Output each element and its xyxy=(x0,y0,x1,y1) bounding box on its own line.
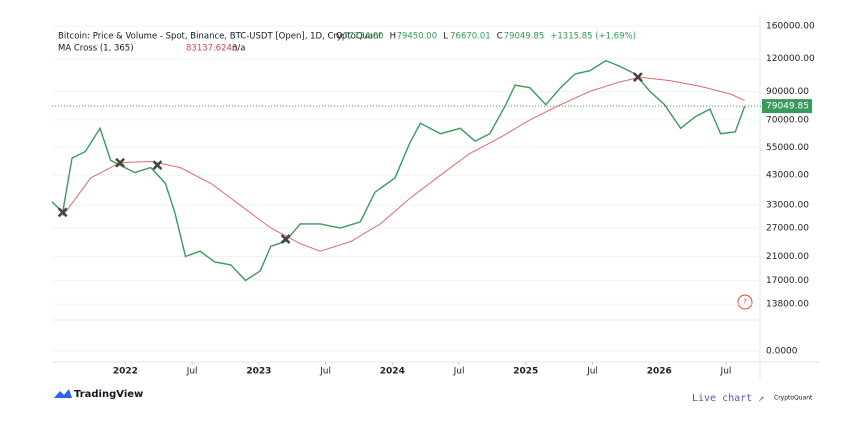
series-line xyxy=(62,76,745,252)
ohlc-value: 79049.85 xyxy=(504,32,545,42)
x-tick-label: 2025 xyxy=(513,367,538,377)
y-tick-label: 43000.00 xyxy=(766,171,809,181)
x-tick-label: 2022 xyxy=(113,367,138,377)
live-chart-link[interactable]: Live chart ↗ xyxy=(692,393,764,404)
ohlc-value: 76670.01 xyxy=(450,32,491,42)
indicator-value: 83137.6243 xyxy=(186,44,237,54)
x-tick-label: 2024 xyxy=(380,367,405,377)
tradingview-logo[interactable]: TradingView xyxy=(54,389,143,400)
chart-title: Bitcoin: Price & Volume - Spot, Binance,… xyxy=(58,32,383,42)
x-tick-label: 2023 xyxy=(246,367,271,377)
ohlc-key: H xyxy=(390,32,396,42)
x-tick-label: Jul xyxy=(453,367,465,377)
x-tick-label: Jul xyxy=(186,367,198,377)
ohlc-key: L xyxy=(443,32,448,42)
last-price-box xyxy=(762,99,812,114)
ma-cross-marker xyxy=(57,207,68,218)
y-tick-label: 55000.00 xyxy=(766,143,809,153)
x-tick-label: Jul xyxy=(586,367,598,377)
y-tick-label: 21000.00 xyxy=(766,252,809,262)
y-tick-label: 120000.00 xyxy=(766,54,815,64)
ma-cross-marker xyxy=(280,234,291,244)
ohlc-key: O xyxy=(336,32,343,42)
x-tick-label: Jul xyxy=(319,367,331,377)
indicator-extra: n/a xyxy=(232,44,245,54)
indicator-name: MA Cross (1, 365) xyxy=(58,44,134,54)
logo-icon xyxy=(54,389,72,398)
y-tick-label: 13800.00 xyxy=(766,300,809,310)
volume-tick-label: 0.0000 xyxy=(766,347,798,357)
ma-cross-marker xyxy=(633,72,643,83)
change: +1315.85 (+1.69%) xyxy=(550,32,636,42)
ma-cross-marker xyxy=(152,160,163,170)
help-icon[interactable] xyxy=(737,294,753,310)
y-tick-label: 90000.00 xyxy=(766,87,809,97)
y-tick-label: 17000.00 xyxy=(766,276,809,286)
logo-text: TradingView xyxy=(74,389,143,400)
y-tick-label: 160000.00 xyxy=(766,22,815,32)
cryptoquant-brand: CryptoQuant xyxy=(774,395,813,402)
y-tick-label: 27000.00 xyxy=(766,223,809,233)
ma-cross-marker xyxy=(115,157,125,168)
y-tick-label: 33000.00 xyxy=(766,201,809,211)
x-tick-label: Jul xyxy=(720,367,732,377)
ohlc-value: 79450.00 xyxy=(397,32,438,42)
help-icon-glyph[interactable]: ? xyxy=(743,298,747,306)
ohlc-value: 77734.00 xyxy=(343,32,384,42)
x-tick-label: 2026 xyxy=(647,367,672,377)
y-tick-label: 70000.00 xyxy=(766,115,809,125)
ohlc-key: C xyxy=(497,32,503,42)
last-price-label: 79049.85 xyxy=(766,102,809,112)
